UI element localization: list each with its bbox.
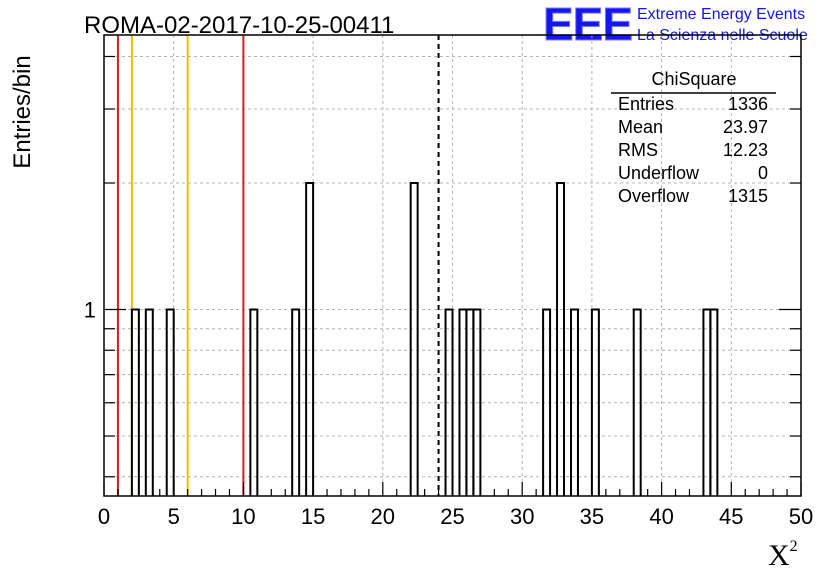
histogram-bar <box>165 308 175 496</box>
histogram-bar <box>556 182 566 496</box>
stats-value-underflow: 0 <box>758 163 768 183</box>
x-axis-label: X2 <box>768 538 798 572</box>
x-tick-label: 0 <box>98 504 110 529</box>
reference-lines <box>116 35 440 496</box>
stats-value-mean: 23.97 <box>723 117 768 137</box>
histogram-bar <box>569 308 579 496</box>
histogram-bar <box>305 182 315 496</box>
x-axis-label-sup: 2 <box>790 538 798 555</box>
stats-box: ChiSquare Entries 1336 Mean 23.97 RMS 12… <box>611 69 776 206</box>
stats-title: ChiSquare <box>651 69 736 89</box>
x-tick-label: 40 <box>649 504 673 529</box>
x-tick-label: 30 <box>510 504 534 529</box>
stats-value-overflow: 1315 <box>728 186 768 206</box>
logo-mark: EEE <box>543 0 632 50</box>
stats-label-entries: Entries <box>618 94 674 114</box>
histogram-bar <box>144 308 154 496</box>
x-axis-label-main: X <box>768 539 790 572</box>
y-axis-label: Entries/bin <box>9 55 36 168</box>
x-tick-label: 5 <box>168 504 180 529</box>
logo-line1: Extreme Energy Events <box>637 6 805 23</box>
histogram-bar <box>632 308 642 496</box>
x-tick-label: 35 <box>580 504 604 529</box>
histogram-bars <box>130 182 719 496</box>
stats-label-mean: Mean <box>618 117 663 137</box>
y-tick-label: 1 <box>84 298 96 323</box>
histogram-bar <box>249 308 259 496</box>
stats-label-overflow: Overflow <box>618 186 690 206</box>
x-tick-label: 45 <box>719 504 743 529</box>
stats-value-rms: 12.23 <box>723 140 768 160</box>
x-tick-label: 15 <box>301 504 325 529</box>
histogram-bar <box>291 308 301 496</box>
histogram-bar <box>130 308 140 496</box>
stats-value-entries: 1336 <box>728 94 768 114</box>
x-tick-label: 25 <box>440 504 464 529</box>
histogram-bar <box>409 182 419 496</box>
x-tick-label: 20 <box>371 504 395 529</box>
x-tick-label: 50 <box>789 504 813 529</box>
histogram-bar <box>444 308 454 496</box>
axes: 0 5 10 15 20 25 30 35 40 45 50 1 <box>84 34 813 529</box>
stats-label-rms: RMS <box>618 140 658 160</box>
histogram-bar <box>590 308 600 496</box>
x-tick-label: 10 <box>231 504 255 529</box>
histogram-bar <box>709 308 719 496</box>
stats-label-underflow: Underflow <box>618 163 700 183</box>
histogram-bar <box>542 308 552 496</box>
histogram-bar <box>472 308 482 496</box>
